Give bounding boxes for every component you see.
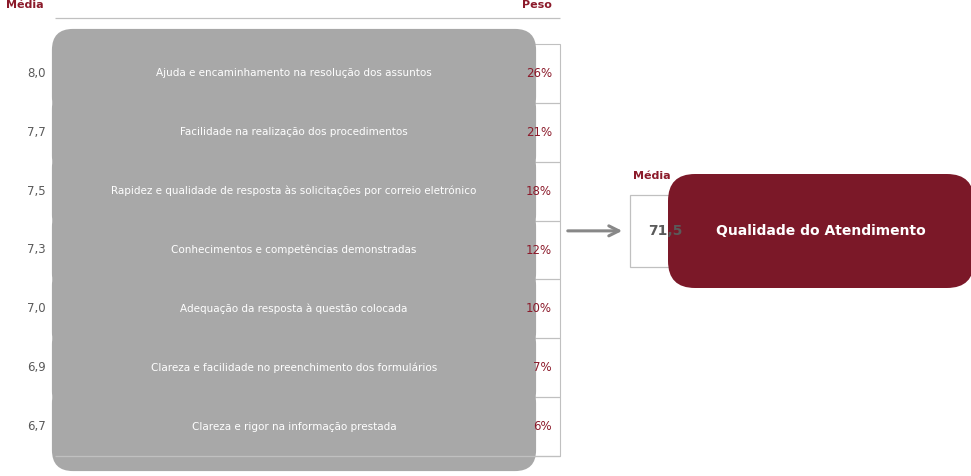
Text: Rapidez e qualidade de resposta às solicitações por correio eletrónico: Rapidez e qualidade de resposta às solic…	[112, 186, 477, 197]
Text: 7,3: 7,3	[27, 244, 46, 257]
Bar	[55, 44, 560, 103]
Text: Peso: Peso	[522, 0, 552, 10]
Bar	[55, 162, 560, 220]
Text: 6,9: 6,9	[27, 361, 46, 374]
Text: Ajuda e encaminhamento na resolução dos assuntos: Ajuda e encaminhamento na resolução dos …	[156, 69, 432, 79]
Bar	[55, 220, 560, 279]
FancyBboxPatch shape	[51, 264, 536, 353]
Text: 10%: 10%	[526, 302, 552, 316]
FancyBboxPatch shape	[668, 174, 971, 288]
Text: 71,5: 71,5	[648, 224, 683, 238]
FancyBboxPatch shape	[51, 88, 536, 177]
Text: 18%: 18%	[526, 185, 552, 198]
Text: 7,7: 7,7	[27, 126, 46, 139]
Text: Facilidade na realização dos procedimentos: Facilidade na realização dos procediment…	[181, 127, 408, 137]
Text: 7%: 7%	[533, 361, 552, 374]
Text: 7,5: 7,5	[27, 185, 46, 198]
FancyBboxPatch shape	[51, 323, 536, 412]
Bar	[630, 195, 955, 267]
Text: Clareza e facilidade no preenchimento dos formulários: Clareza e facilidade no preenchimento do…	[151, 362, 437, 373]
Text: Adequação da resposta à questão colocada: Adequação da resposta à questão colocada	[181, 304, 408, 314]
Text: 21%: 21%	[526, 126, 552, 139]
Text: 26%: 26%	[526, 67, 552, 80]
Text: 12%: 12%	[526, 244, 552, 257]
Text: Conhecimentos e competências demonstradas: Conhecimentos e competências demonstrada…	[171, 245, 417, 255]
Text: Média: Média	[6, 0, 44, 10]
Text: Clareza e rigor na informação prestada: Clareza e rigor na informação prestada	[191, 422, 396, 432]
Text: 8,0: 8,0	[27, 67, 46, 80]
Text: 6%: 6%	[533, 420, 552, 433]
Text: 6,7: 6,7	[27, 420, 46, 433]
Text: Média: Média	[633, 171, 671, 181]
Text: Qualidade do Atendimento: Qualidade do Atendimento	[717, 224, 926, 238]
Bar	[55, 279, 560, 338]
FancyBboxPatch shape	[51, 382, 536, 471]
Bar	[55, 397, 560, 456]
FancyBboxPatch shape	[51, 29, 536, 118]
FancyBboxPatch shape	[51, 206, 536, 295]
Text: 7,0: 7,0	[27, 302, 46, 316]
Bar	[55, 103, 560, 162]
FancyBboxPatch shape	[51, 147, 536, 236]
Bar	[55, 338, 560, 397]
